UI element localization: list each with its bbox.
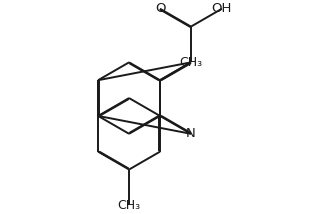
Text: OH: OH — [212, 2, 232, 15]
Text: N: N — [186, 127, 196, 140]
Text: CH₃: CH₃ — [180, 56, 203, 69]
Text: CH₃: CH₃ — [117, 199, 140, 212]
Text: O: O — [155, 2, 165, 15]
